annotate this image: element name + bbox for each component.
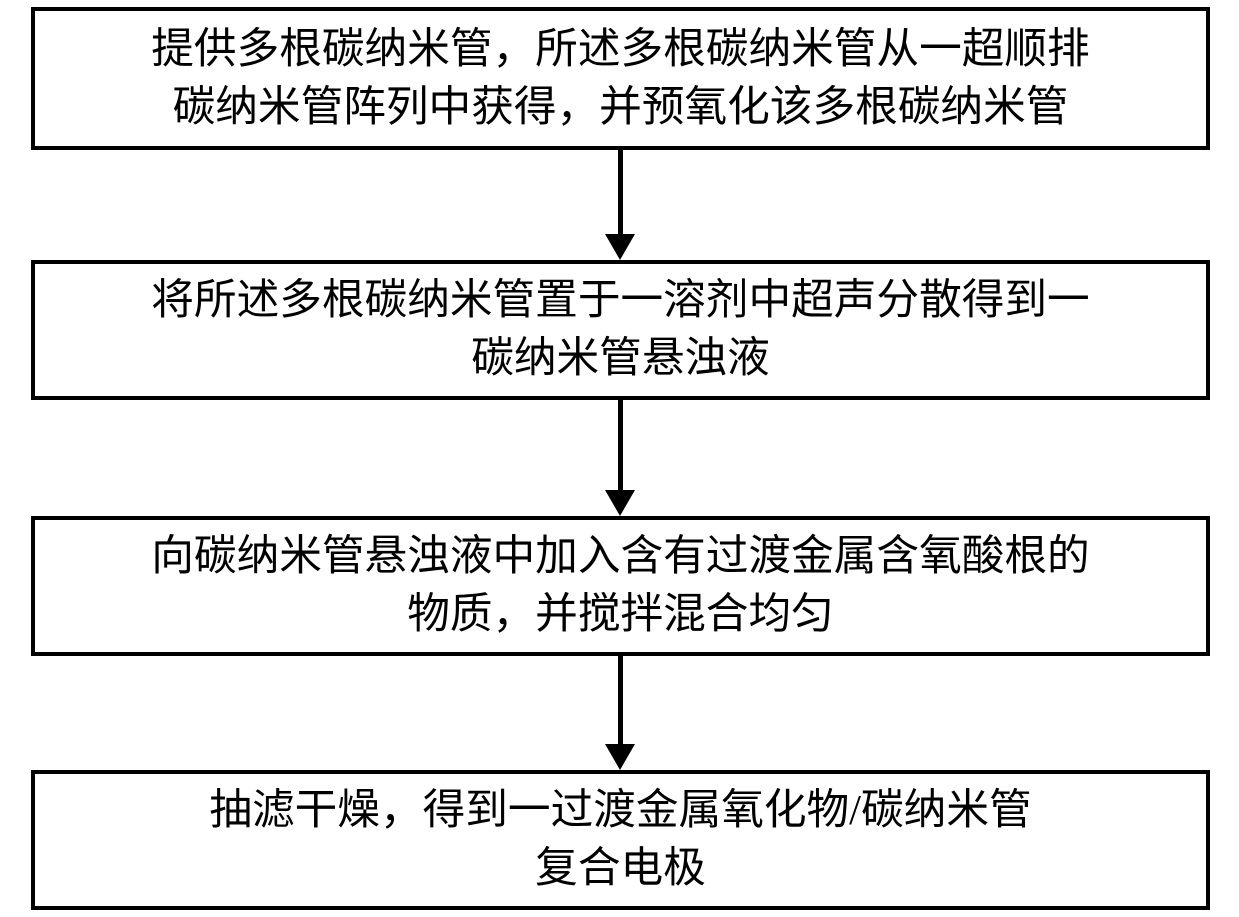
arrow-head-step1-step2 (605, 234, 635, 260)
flowchart-node-step4: 抽滤干燥，得到一过渡金属氧化物/碳纳米管 复合电极 (31, 770, 1210, 910)
arrow-shaft-step2-step3 (618, 400, 623, 490)
arrow-head-step2-step3 (605, 490, 635, 516)
arrow-shaft-step3-step4 (618, 656, 623, 744)
flowchart-node-step1: 提供多根碳纳米管，所述多根碳纳米管从一超顺排 碳纳米管阵列中获得，并预氧化该多根… (31, 7, 1210, 150)
arrow-shaft-step1-step2 (618, 150, 623, 234)
flowchart-node-step3: 向碳纳米管悬浊液中加入含有过渡金属含氧酸根的 物质，并搅拌混合均匀 (31, 516, 1210, 656)
flowchart-canvas: 提供多根碳纳米管，所述多根碳纳米管从一超顺排 碳纳米管阵列中获得，并预氧化该多根… (0, 0, 1239, 917)
flowchart-node-step2: 将所述多根碳纳米管置于一溶剂中超声分散得到一 碳纳米管悬浊液 (31, 260, 1210, 400)
arrow-head-step3-step4 (605, 744, 635, 770)
